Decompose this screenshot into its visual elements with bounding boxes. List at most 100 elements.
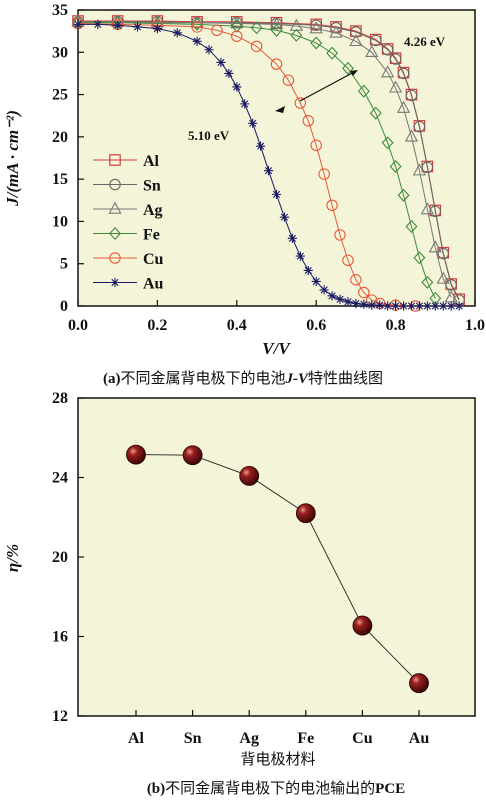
legend-marker (109, 154, 121, 166)
point-au (454, 301, 464, 311)
point-cu (302, 115, 315, 127)
point-au (375, 300, 385, 310)
point-ag (412, 163, 427, 176)
point-ag (396, 100, 411, 113)
x-tick-label-b: Fe (297, 730, 314, 747)
x-tick-label-a: 0.6 (306, 317, 326, 334)
point-au (279, 212, 290, 222)
point-au (398, 301, 409, 311)
point-cu (342, 254, 354, 267)
y-tick-label-a: 0 (60, 298, 68, 315)
y-tick-label-b: 24 (52, 470, 68, 487)
point-au (430, 301, 440, 311)
y-tick-label-a: 20 (52, 129, 68, 146)
point-au (93, 19, 103, 29)
legend-label: Cu (143, 251, 164, 268)
point-sn (405, 89, 418, 102)
point-au (343, 297, 353, 307)
point-au (248, 118, 258, 128)
point-au (303, 265, 313, 276)
point-au (327, 291, 337, 301)
point-au (113, 20, 123, 30)
pce-point-al (126, 444, 146, 465)
point-sn (381, 43, 394, 56)
point-au (232, 82, 242, 92)
y-tick-label-a: 5 (60, 256, 68, 273)
legend-marker (110, 277, 120, 288)
legend-label: Fe (143, 227, 160, 244)
chart-b: 12 16 20 24 28 Al Sn Ag Fe Cu Au η/% 背电极材料 (b)不同金… (3, 390, 476, 797)
point-ag (349, 33, 363, 47)
point-sn (437, 247, 449, 260)
x-tick-label-b: Au (409, 730, 430, 747)
point-cu (358, 286, 370, 299)
point-sn (397, 67, 410, 80)
legend-marker (109, 226, 121, 241)
legend-item-al: Al (93, 153, 160, 170)
series-layer-a (71, 14, 465, 312)
point-fe (342, 61, 354, 75)
y-tick-label-b: 28 (52, 390, 68, 407)
annotation-arrowhead-510 (275, 106, 285, 113)
caption-b-text2: PCE (375, 781, 405, 797)
pce-point-sn (182, 445, 203, 466)
point-cu (250, 40, 263, 53)
point-au (287, 233, 297, 243)
y-tick-label-a: 15 (52, 171, 68, 188)
point-cu (211, 24, 223, 37)
point-fe (381, 136, 394, 150)
y-tick-label-a: 10 (52, 213, 68, 230)
caption-a: (a)不同金属背电极下的电池J-V特性曲线图 (103, 370, 383, 387)
point-au (391, 301, 401, 311)
point-fe (290, 28, 303, 42)
x-tick-label-b: Sn (184, 730, 202, 747)
legend-label: Sn (143, 178, 161, 195)
point-au (422, 301, 432, 311)
point-ag (428, 240, 442, 253)
x-tick-label-a: 0.0 (68, 317, 88, 334)
point-au (367, 300, 377, 310)
point-cu (334, 229, 346, 241)
point-sn (413, 120, 426, 133)
point-au (224, 68, 234, 79)
point-ag (269, 17, 284, 30)
caption-a-text2: J-V (285, 371, 310, 387)
point-fe (357, 84, 370, 98)
point-cu (326, 199, 338, 212)
x-tick-label-b: Ag (239, 730, 259, 747)
y-tick-label-a: 35 (52, 2, 68, 19)
series-au (73, 19, 464, 311)
legend-item-ag: Ag (93, 201, 163, 219)
point-au (383, 301, 393, 311)
caption-b-text1: 不同金属背电极下的电池输出的 (165, 780, 375, 797)
caption-a-label: (a) (103, 371, 121, 387)
point-sn (429, 205, 442, 218)
point-sn (389, 53, 402, 65)
point-ag (436, 271, 450, 284)
legend-a: Al Sn Ag Fe Cu Au (93, 153, 164, 293)
point-au (73, 19, 83, 29)
point-au (295, 251, 305, 261)
y-tick-label-b: 20 (52, 549, 68, 566)
point-au (438, 301, 448, 311)
point-au (256, 141, 266, 151)
point-au (132, 22, 143, 32)
point-au (359, 299, 369, 309)
annotation-510: 5.10 eV (188, 128, 230, 143)
caption-b-label: (b) (147, 781, 165, 797)
point-ag (388, 80, 403, 93)
caption-a-text1: 不同金属背电极下的电池 (120, 370, 285, 387)
x-tick-label-a: 0.4 (227, 317, 247, 334)
legend-label: Au (143, 276, 164, 293)
point-au (414, 301, 425, 311)
point-fe (389, 159, 402, 173)
point-au (263, 166, 274, 176)
legend-marker (109, 252, 121, 264)
point-fe (413, 251, 426, 265)
point-ag (329, 25, 343, 38)
x-tick-label-b: Al (128, 730, 145, 747)
point-cu (294, 97, 307, 109)
point-cu (350, 274, 362, 286)
point-au (311, 276, 321, 287)
